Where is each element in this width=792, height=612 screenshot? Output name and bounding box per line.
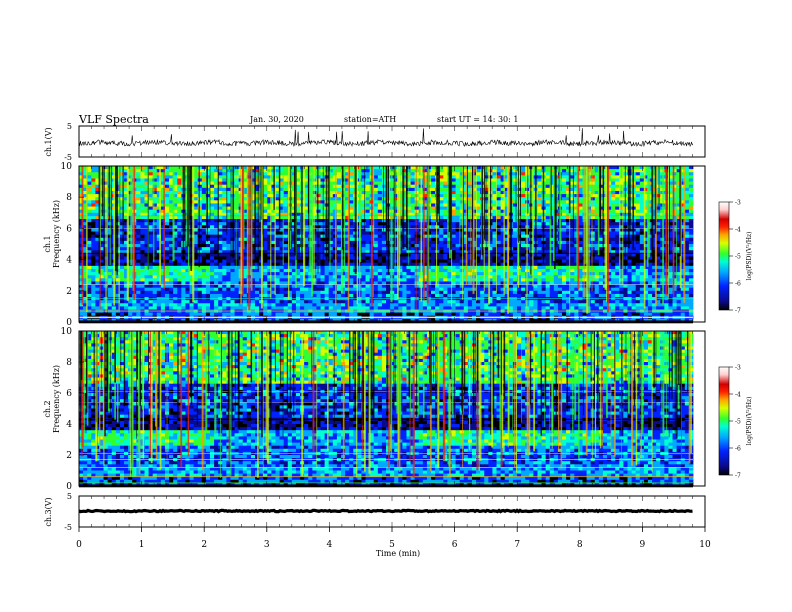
chart-title: VLF Spectra	[79, 113, 149, 126]
colorbar-tick-label: -7	[735, 308, 741, 315]
colorbar-tick-label: -4	[735, 227, 741, 234]
ch3-waveform-trace	[79, 508, 693, 514]
x-tick-label: 7	[514, 540, 520, 550]
frequency-tick-label: 10	[61, 327, 73, 337]
start-time-label: start UT = 14: 30: 1	[437, 115, 519, 124]
colorbar-tick-label: -5	[735, 254, 741, 261]
waveform-y-tick-label: -5	[64, 153, 72, 162]
frequency-tick-label: 2	[66, 451, 72, 461]
ch2-colorbar-label: log(PSD)(V²/Hz)	[746, 397, 753, 446]
ch1-waveform-ylabel: ch.1(V)	[44, 127, 53, 156]
colorbar-tick-label: -4	[735, 392, 741, 399]
ch3-waveform-ylabel: ch.3(V)	[44, 497, 53, 526]
ch1-frequency-ylabel: Frequency (kHz)	[52, 200, 61, 268]
ch1-colorbar: -3 -4 -5 -6 -7	[718, 200, 741, 315]
x-tick-label: 0	[76, 540, 82, 550]
frequency-tick-label: 2	[66, 287, 72, 297]
frequency-tick-label: 4	[66, 256, 72, 266]
x-axis-label: Time (min)	[376, 549, 420, 558]
x-tick-label: 10	[699, 540, 711, 550]
ch1-channel-label: ch.1	[43, 235, 52, 252]
colorbar-tick-label: -6	[735, 281, 741, 288]
station-label: station=ATH	[344, 115, 397, 124]
ch1-colorbar-label: log(PSD)(V²/Hz)	[746, 232, 753, 281]
ch1-waveform-trace	[79, 128, 693, 148]
ch2-frequency-ylabel: Frequency (kHz)	[52, 365, 61, 433]
ch2-channel-label: ch.2	[43, 400, 52, 417]
ch2-colorbar: -3 -4 -5 -6 -7	[718, 365, 741, 480]
ch3-waveform-panel: 5 -5	[64, 492, 706, 532]
ch1-waveform-panel: 5 -5	[64, 122, 706, 162]
frequency-tick-label: 0	[66, 318, 72, 328]
date-label: Jan. 30, 2020	[250, 115, 304, 124]
frequency-tick-label: 6	[66, 224, 72, 234]
x-tick-label: 9	[640, 540, 646, 550]
frequency-tick-label: 10	[61, 162, 73, 172]
waveform-y-tick-label: 5	[67, 492, 72, 501]
ch1-spectrogram-panel: 0 2 4 6 8 10	[61, 162, 706, 328]
x-tick-label: 4	[327, 540, 333, 550]
x-tick-label: 6	[452, 540, 458, 550]
frequency-tick-label: 6	[66, 389, 72, 399]
waveform-y-tick-label: -5	[64, 523, 72, 532]
x-tick-label: 3	[264, 540, 270, 550]
waveform-y-tick-label: 5	[67, 122, 72, 131]
ch2-spectrogram-panel: 0 2 4 6 8 10	[61, 327, 706, 492]
frequency-tick-label: 8	[66, 358, 72, 368]
colorbar-tick-label: -6	[735, 446, 741, 453]
colorbar-tick-label: -3	[735, 200, 741, 207]
colorbar-tick-label: -5	[735, 419, 741, 426]
frequency-tick-label: 0	[66, 482, 72, 492]
x-tick-label: 5	[389, 540, 395, 550]
colorbar-tick-label: -7	[735, 473, 741, 480]
frequency-tick-label: 8	[66, 193, 72, 203]
x-tick-label: 2	[201, 540, 207, 550]
x-tick-label: 8	[577, 540, 583, 550]
frequency-tick-label: 4	[66, 420, 72, 430]
x-tick-label: 1	[139, 540, 145, 550]
colorbar-tick-label: -3	[735, 365, 741, 372]
